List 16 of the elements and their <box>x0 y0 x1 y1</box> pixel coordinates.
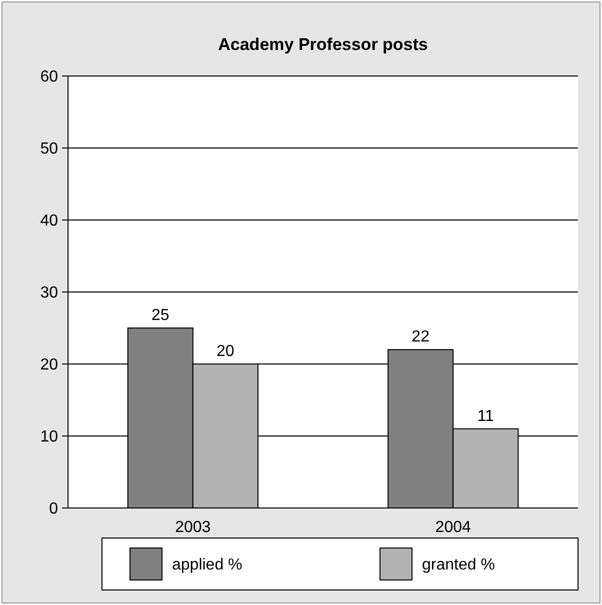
legend-label: applied % <box>172 556 242 574</box>
y-tick-label: 40 <box>40 212 58 230</box>
x-tick-label: 2004 <box>435 519 471 536</box>
y-tick-label: 20 <box>40 356 58 374</box>
data-label: 11 <box>477 408 494 425</box>
y-tick-label: 50 <box>40 140 58 158</box>
data-label: 22 <box>412 328 430 346</box>
chart-title: Academy Professor posts <box>218 35 428 54</box>
y-tick-label: 0 <box>49 500 58 518</box>
y-tick-label: 60 <box>40 68 58 86</box>
y-tick-label: 10 <box>40 428 58 446</box>
data-label: 20 <box>216 343 234 360</box>
y-tick-label: 30 <box>40 284 58 302</box>
legend-label: granted % <box>422 556 495 574</box>
x-tick-label: 2003 <box>175 519 211 536</box>
data-label: 25 <box>151 307 170 324</box>
